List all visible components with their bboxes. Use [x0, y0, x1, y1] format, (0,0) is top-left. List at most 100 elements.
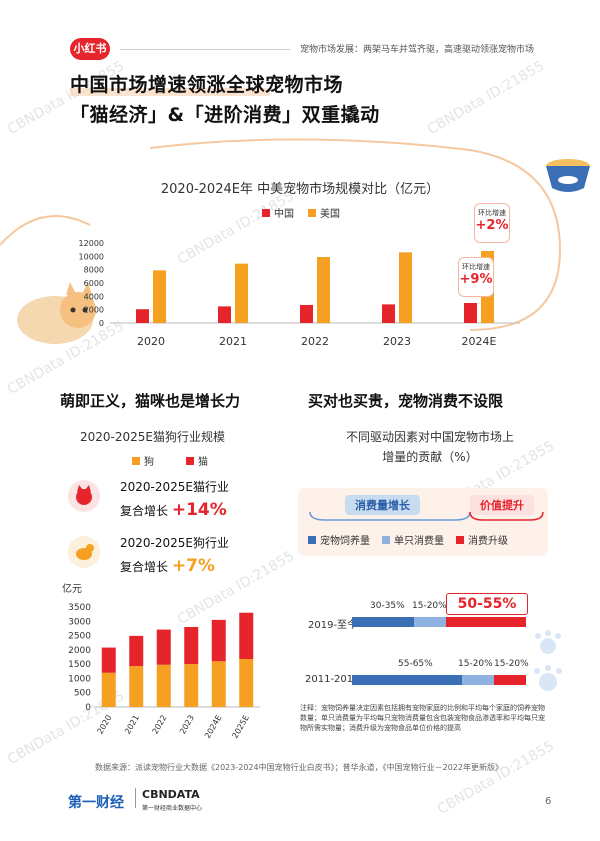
legend-swatch-pet-count [308, 535, 316, 544]
legend-label-cat: 猫 [198, 457, 208, 468]
x-tick-label: 2022 [151, 714, 169, 736]
bar-china [382, 304, 395, 323]
legend-swatch-upgrade [456, 535, 464, 544]
paw-print-icon [534, 630, 562, 691]
bar-us [153, 270, 166, 323]
page-title-line2: 「猫经济」&「进阶消费」双重撬动 [70, 104, 380, 126]
bar-dog [156, 664, 171, 707]
bar-cat [129, 635, 144, 667]
bar-cat [101, 647, 116, 673]
title-highlight [70, 88, 270, 96]
cat-icon [76, 485, 92, 505]
right-section-title: 买对也买贵，宠物消费不设限 [308, 392, 504, 410]
callout-label: 环比增速 [478, 209, 506, 217]
callout-value: +2% [475, 218, 509, 233]
legend-label-us: 美国 [320, 209, 340, 220]
bar-dog [239, 659, 254, 707]
cat-stat-line2: 复合增长 +14% [120, 500, 227, 520]
x-tick-label: 2025E [230, 714, 251, 741]
watermark: CBNData ID:21855 [424, 58, 548, 138]
y-tick-label: 500 [74, 689, 91, 699]
legend-swatch-cat [186, 456, 194, 465]
page-title-line1: 中国市场增速领涨全球宠物市场 [70, 74, 344, 96]
legend-label-pet-count: 宠物饲养量 [320, 536, 370, 547]
bar-cat [156, 629, 171, 665]
legend-label-dog: 狗 [144, 457, 154, 468]
cat-stat-label: 复合增长 [120, 504, 169, 518]
decorative-frame [0, 138, 562, 331]
y-tick-label: 1500 [68, 660, 91, 670]
top-chart-legend: 中国 美国 [262, 205, 340, 220]
bar-us [399, 252, 412, 323]
driver-legend: 宠物饲养量 单只消费量 消费升级 [308, 532, 508, 547]
dog-stat-value: +7% [171, 556, 215, 576]
bar-china [464, 302, 477, 323]
row2-bar-upgrade [494, 675, 526, 685]
callout-label: 环比增速 [462, 263, 490, 271]
x-tick-label: 2021 [123, 714, 141, 736]
dog-stat-line1: 2020-2025E狗行业 [120, 536, 229, 550]
y-tick-label: 4000 [84, 292, 104, 301]
page-number: 6 [545, 796, 552, 807]
data-source: 数据来源：派读宠物行业大数据《2023-2024中国宠物行业白皮书》；普华永道，… [95, 763, 503, 772]
y-tick-label: 2500 [68, 632, 91, 642]
callout-value: +9% [459, 272, 493, 287]
right-chart-title-line1: 不同驱动因素对中国宠物市场上 [345, 430, 514, 444]
cat-stat-value: +14% [171, 500, 227, 520]
dog-stat-line2: 复合增长 +7% [120, 556, 215, 576]
cat-dog-stacked-bar-chart: 0 500 1000 1500 2000 2500 3000 3500 2020 2021 2022… [68, 603, 260, 741]
dog-icon [76, 544, 94, 560]
right-chart-note: 注释：宠物饲养量决定因素包括拥有宠物家庭的比例和平均每个家庭的饲养宠物数量；单只… [300, 704, 545, 732]
growth-callout-us: 环比增速 +2% [474, 203, 510, 243]
cat-stat-line1: 2020-2025E猫行业 [120, 480, 229, 494]
y-tick-label: 2000 [84, 306, 104, 315]
x-tick-label: 2023 [178, 714, 196, 736]
bar-cat [184, 627, 199, 665]
row1-bar-pet-count [352, 617, 414, 627]
x-tick-label: 2023 [383, 335, 411, 348]
footer-divider [135, 788, 136, 808]
row1-bar-upgrade [446, 617, 526, 627]
legend-label-upgrade: 消费升级 [468, 536, 508, 547]
bar-dog [184, 664, 199, 707]
bar-dog [101, 672, 116, 707]
cat-stat-icon [68, 480, 100, 512]
x-tick-label: 2021 [219, 335, 247, 348]
cbndata-logo-sub: 第一财经商业数据中心 [142, 805, 203, 812]
x-tick-label: 2024E [203, 714, 224, 741]
dog-stat-icon [68, 536, 100, 568]
bar-us [235, 263, 248, 323]
market-size-bar-chart: 0 2000 4000 6000 8000 10000 12000 2020 2021 2022 2… [79, 239, 520, 348]
row2-bar-pet-count [352, 675, 462, 685]
row1-v3: 50-55% [446, 593, 528, 615]
y-tick-label: 3000 [68, 617, 91, 627]
dog-stat-label: 复合增长 [120, 560, 169, 574]
legend-swatch-us [308, 208, 316, 217]
bar-dog [129, 666, 144, 707]
row1-v2: 15-20% [412, 601, 447, 611]
row1-label: 2019-至今 [308, 620, 358, 631]
legend-brackets [309, 511, 544, 521]
tag-value-upgrade: 价值提升 [470, 495, 534, 515]
x-tick-label: 2022 [301, 335, 329, 348]
growth-callout-china: 环比增速 +9% [458, 257, 494, 297]
left-chart-unit: 亿元 [62, 584, 82, 595]
row2-v3: 15-20% [494, 659, 529, 669]
bar-cat [239, 612, 254, 659]
row1-bar-per-pet [414, 617, 446, 627]
y-tick-label: 2000 [68, 646, 91, 656]
xiaohongshu-logo: 小红书 [70, 38, 110, 60]
bar-china [218, 306, 231, 323]
cat-illustration-icon [17, 282, 96, 344]
right-chart-title-line2: 增量的贡献（%） [382, 450, 478, 464]
legend-label-per-pet: 单只消费量 [394, 536, 444, 547]
row2-v2: 15-20% [458, 659, 493, 669]
top-chart-title: 2020-2024E年 中美宠物市场规模对比（亿元） [160, 182, 440, 197]
legend-swatch-per-pet [382, 535, 390, 544]
legend-label-china: 中国 [274, 209, 294, 220]
x-tick-label: 2020 [137, 335, 165, 348]
row1-v1: 30-35% [370, 601, 405, 611]
header-subtitle: 宠物市场发展：两架马车并驾齐驱，高速驱动领涨宠物市场 [300, 45, 535, 55]
row2-bar-per-pet [462, 675, 494, 685]
bar-china [136, 309, 149, 323]
